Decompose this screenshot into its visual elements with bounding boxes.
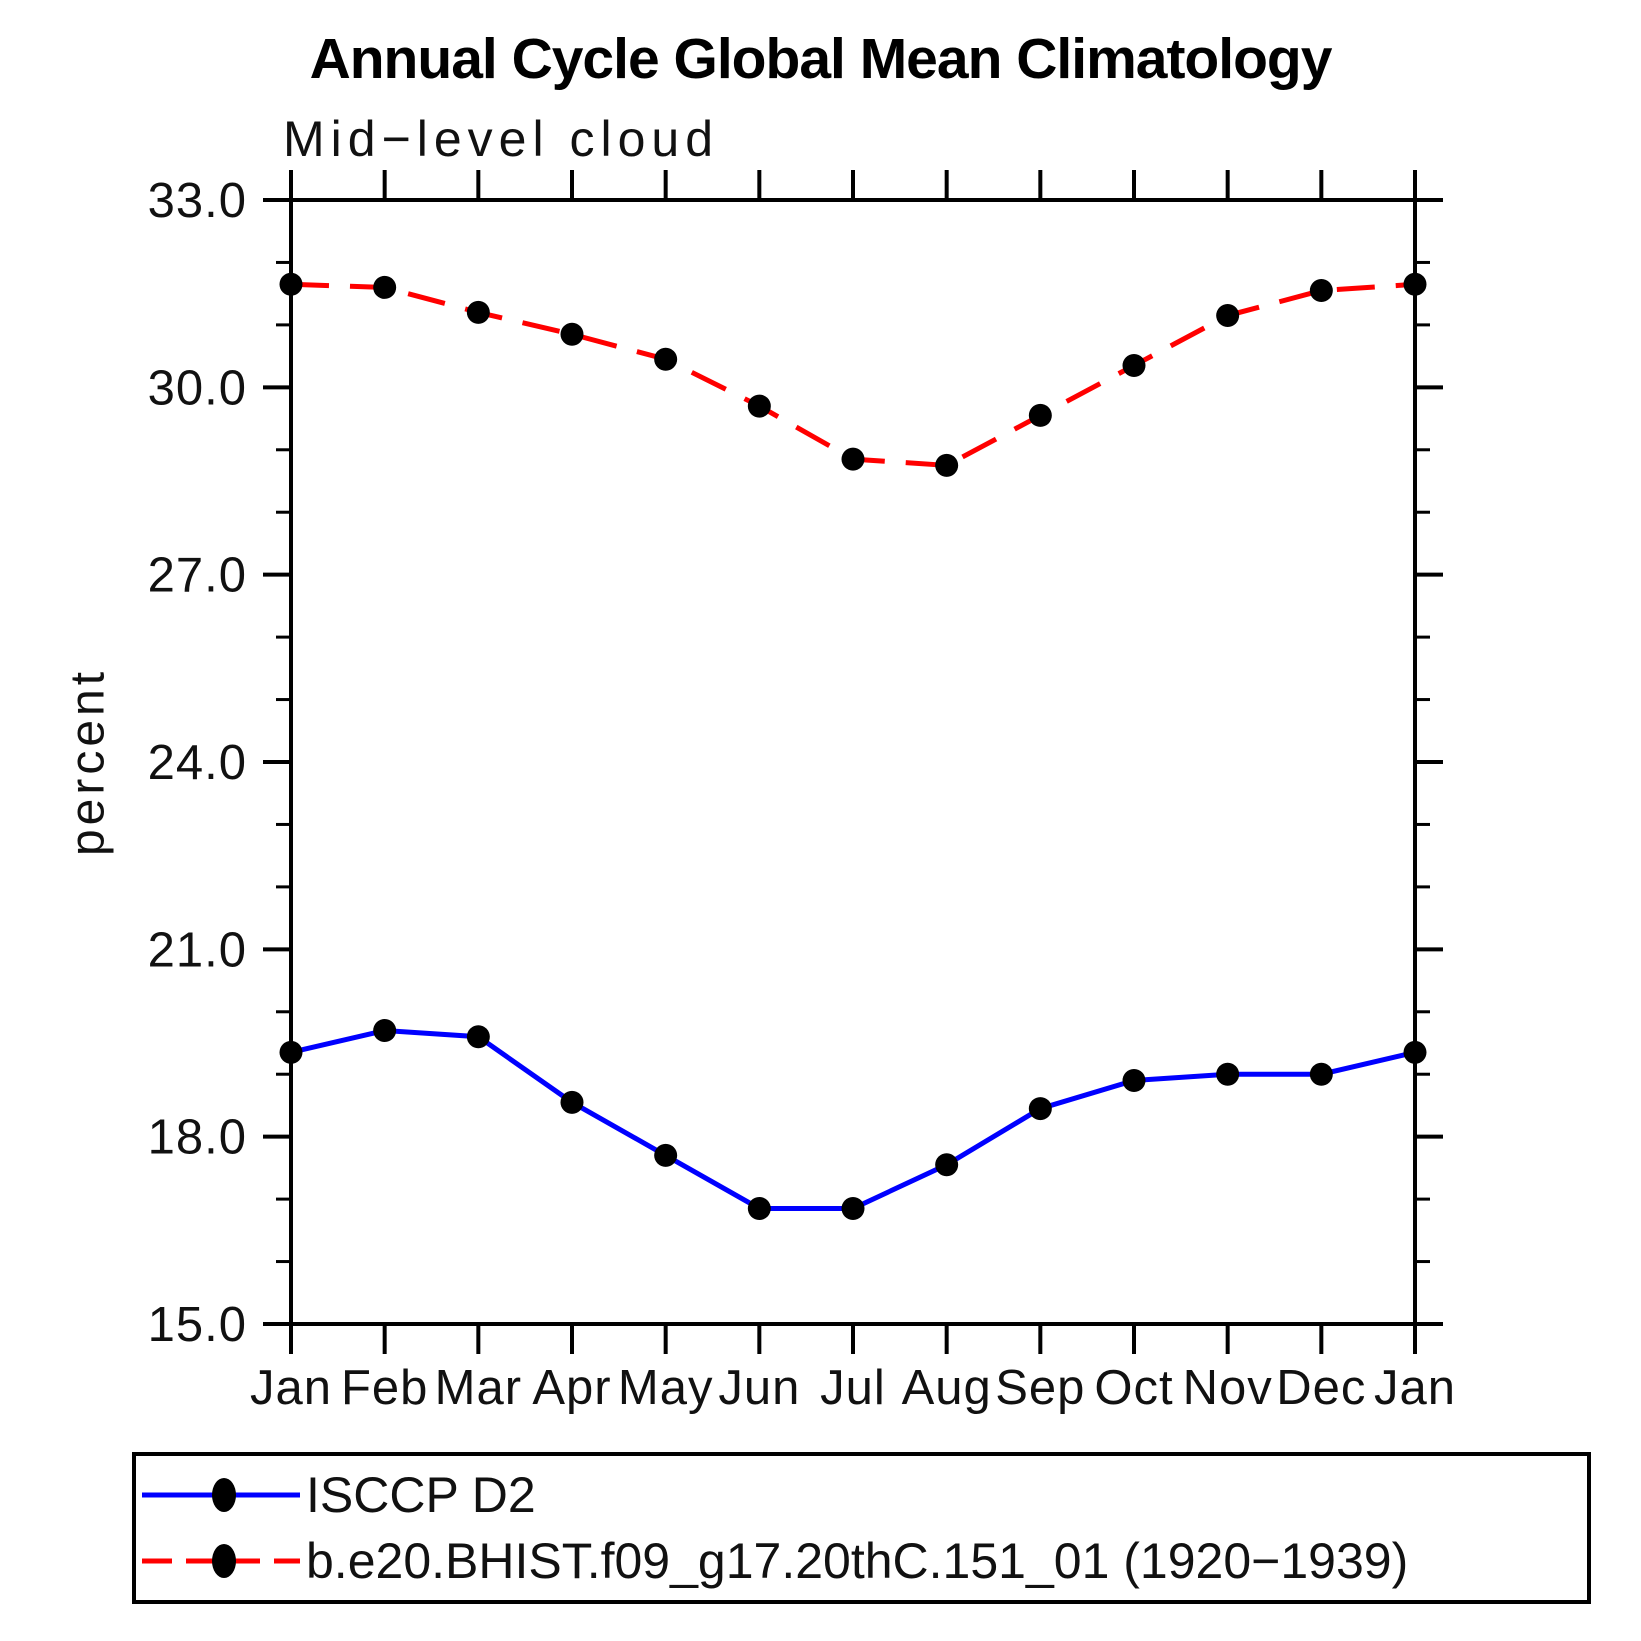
x-tick-label: Sep [995, 1361, 1085, 1415]
y-tick-label: 21.0 [148, 923, 247, 977]
data-point-marker [1309, 1062, 1333, 1086]
x-tick-label: Jun [718, 1361, 800, 1415]
data-point-marker [935, 1153, 959, 1177]
data-point-marker [841, 1196, 865, 1220]
data-point-marker [279, 1040, 303, 1064]
x-tick-label: Mar [435, 1361, 522, 1415]
data-point-marker [841, 447, 865, 471]
data-point-marker [654, 1143, 678, 1167]
y-tick-label: 18.0 [148, 1111, 247, 1165]
legend-marker-dot [212, 1544, 236, 1578]
data-point-marker [747, 394, 771, 418]
data-point-marker [373, 1019, 397, 1043]
x-tick-label: Nov [1183, 1361, 1273, 1415]
series-line-solid [290, 1027, 1416, 1211]
data-point-marker [373, 275, 397, 299]
series-line-dashed [290, 281, 1416, 468]
x-tick-label: Dec [1276, 1361, 1366, 1415]
data-point-marker [747, 1196, 771, 1220]
x-tick-label: Apr [532, 1361, 611, 1415]
x-tick-label: Jan [1374, 1361, 1456, 1415]
data-point-marker [466, 1025, 490, 1049]
data-point-marker [1028, 1097, 1052, 1121]
data-point-marker [654, 347, 678, 371]
y-tick-label: 27.0 [148, 549, 247, 603]
x-tick-label: Jan [250, 1361, 332, 1415]
data-point-marker [279, 272, 303, 296]
legend-label-model: b.e20.BHIST.f09_g17.20thC.151_01 (1920−1… [306, 1533, 1409, 1589]
legend-item-isccp: ISCCP D2 [136, 1462, 1587, 1528]
data-point-marker [1028, 403, 1052, 427]
x-tick-label: Aug [902, 1361, 992, 1415]
data-point-marker [1309, 279, 1333, 303]
data-point-marker [1216, 1062, 1240, 1086]
x-tick-label: Oct [1094, 1361, 1173, 1415]
y-tick-label: 24.0 [148, 736, 247, 790]
y-tick-label: 33.0 [148, 174, 247, 228]
legend-box: ISCCP D2 b.e20.BHIST.f09_g17.20thC.151_0… [132, 1452, 1591, 1604]
data-point-marker [1122, 353, 1146, 377]
x-tick-label: Jul [820, 1361, 886, 1415]
data-point-marker [1122, 1068, 1146, 1092]
chart-subtitle: Mid−level cloud [283, 111, 720, 167]
y-tick-label: 30.0 [148, 361, 247, 415]
x-tick-label: May [618, 1361, 714, 1415]
y-tick-label: 15.0 [148, 1298, 247, 1352]
x-tick-label: Feb [341, 1361, 428, 1415]
data-point-marker [1216, 304, 1240, 328]
legend-item-model: b.e20.BHIST.f09_g17.20thC.151_01 (1920−1… [136, 1528, 1587, 1594]
plot-border [289, 198, 1417, 1326]
legend-sample-solid-line [142, 1478, 300, 1512]
data-point-marker [560, 322, 584, 346]
data-point-marker [1403, 272, 1427, 296]
legend-label-isccp: ISCCP D2 [306, 1467, 536, 1523]
legend-marker-dot [212, 1478, 236, 1512]
chart-title: Annual Cycle Global Mean Climatology [309, 27, 1333, 91]
data-point-marker [935, 453, 959, 477]
legend-sample-dashed-line [142, 1544, 300, 1578]
data-point-marker [1403, 1040, 1427, 1064]
data-point-marker [560, 1090, 584, 1114]
data-point-marker [466, 300, 490, 324]
